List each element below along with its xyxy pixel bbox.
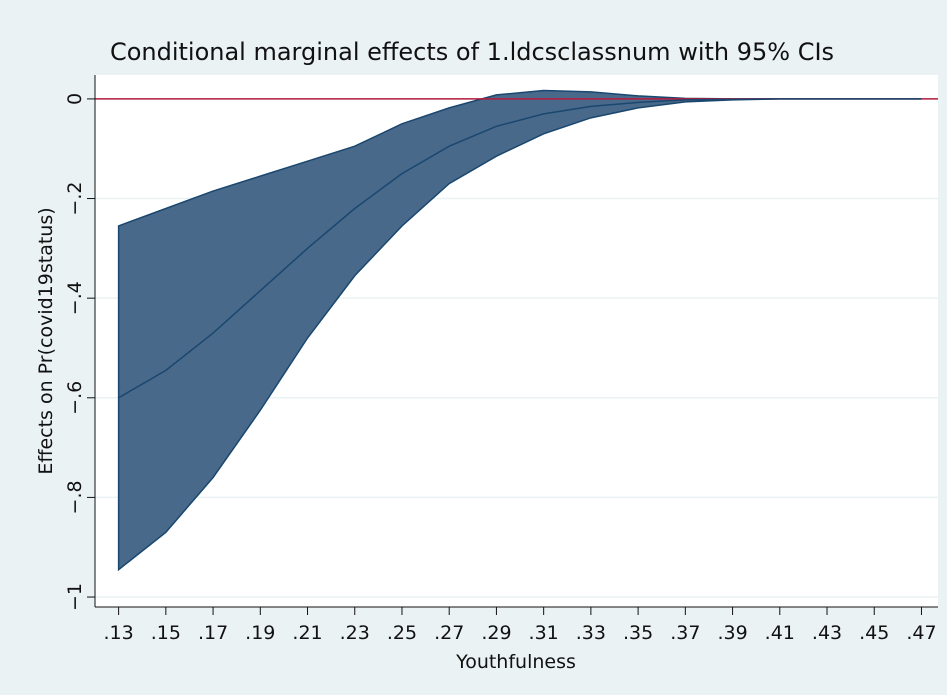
- y-axis-label: Effects on Pr(covid19status): [35, 207, 57, 474]
- x-tick-label: .47: [906, 622, 936, 644]
- x-tick-label: .17: [198, 622, 228, 644]
- y-tick-label: −.2: [64, 182, 86, 216]
- x-tick-label: .21: [292, 622, 322, 644]
- x-tick-label: .33: [576, 622, 606, 644]
- y-tick-label: −.6: [64, 381, 86, 415]
- x-tick-label: .37: [670, 622, 700, 644]
- x-tick-label: .43: [812, 622, 842, 644]
- x-tick-label: .19: [245, 622, 275, 644]
- x-tick-label: .41: [765, 622, 795, 644]
- x-tick-label: .35: [623, 622, 653, 644]
- x-tick-label: .39: [717, 622, 747, 644]
- x-tick-label: .29: [481, 622, 511, 644]
- x-tick-label: .15: [151, 622, 181, 644]
- y-tick-label: 0: [64, 93, 86, 105]
- y-tick-label: −.4: [64, 281, 86, 315]
- x-tick-label: .27: [434, 622, 464, 644]
- x-axis-label: Youthfulness: [455, 651, 576, 673]
- x-tick-label: .45: [859, 622, 889, 644]
- x-tick-label: .13: [104, 622, 134, 644]
- x-tick-label: .31: [529, 622, 559, 644]
- line: [118, 98, 922, 399]
- y-tick-label: −.8: [64, 480, 86, 514]
- x-tick-label: .25: [387, 622, 417, 644]
- chart-title: Conditional marginal effects of 1.ldcscl…: [110, 38, 834, 66]
- y-tick-label: −1: [64, 583, 86, 611]
- x-tick-label: .23: [340, 622, 370, 644]
